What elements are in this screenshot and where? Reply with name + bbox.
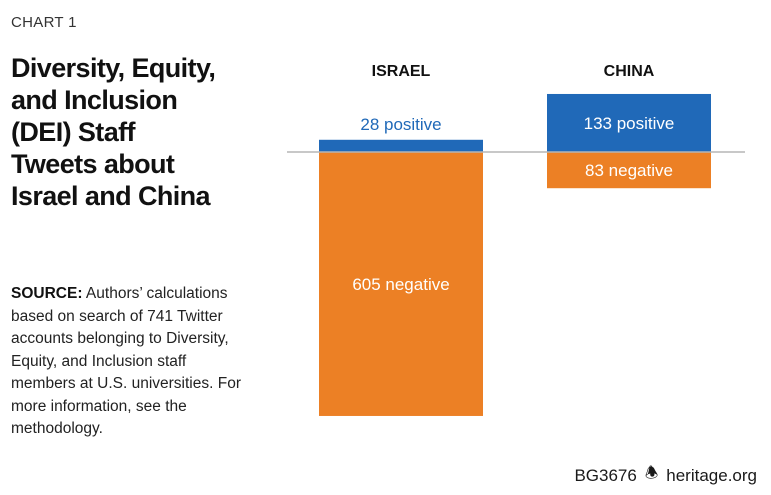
source-line: SOURCE: Authors’ calculations — [11, 283, 251, 306]
chart-number: CHART 1 — [11, 14, 77, 31]
bar-negative — [319, 152, 483, 416]
bar-positive — [547, 93, 711, 152]
source-text: Authors’ calculations — [82, 285, 228, 302]
source-line: accounts belonging to Diversity, — [11, 330, 229, 347]
site-link[interactable]: heritage.org — [666, 465, 757, 485]
chart-title: Diversity, Equity, and Inclusion (DEI) S… — [11, 52, 256, 212]
bar-negative — [547, 152, 711, 189]
chart-title-line: Israel and China — [11, 181, 211, 211]
data-label-positive: 133 positive — [584, 114, 675, 133]
chart-title-line: Tweets about — [11, 149, 175, 179]
category-label: CHINA — [604, 63, 655, 80]
source-line: based on search of 741 Twitter — [11, 307, 223, 325]
source-line: Equity, and Inclusion staff — [11, 352, 187, 370]
bar-positive — [319, 139, 483, 152]
chart-title-line: Diversity, Equity, — [11, 53, 216, 83]
data-label-negative: 83 negative — [585, 161, 673, 180]
report-code: BG3676 — [574, 465, 637, 485]
chart-title-line: (DEI) Staff — [11, 117, 136, 147]
liberty-bell-icon: 🕭 — [644, 465, 659, 482]
category-label: ISRAEL — [372, 63, 431, 80]
source-line: members at U.S. universities. For — [11, 375, 241, 392]
footer-credit: BG3676 🕭 heritage.org — [574, 463, 757, 488]
source-line: methodology. — [11, 420, 103, 437]
data-label-negative: 605 negative — [352, 275, 449, 294]
source-line: more information, see the — [11, 397, 187, 415]
source-note: SOURCE: Authors’ calculations based on s… — [11, 283, 251, 441]
source-label: SOURCE: — [11, 285, 83, 302]
chart-title-line: and Inclusion — [11, 85, 178, 115]
data-label-positive: 28 positive — [360, 115, 441, 134]
